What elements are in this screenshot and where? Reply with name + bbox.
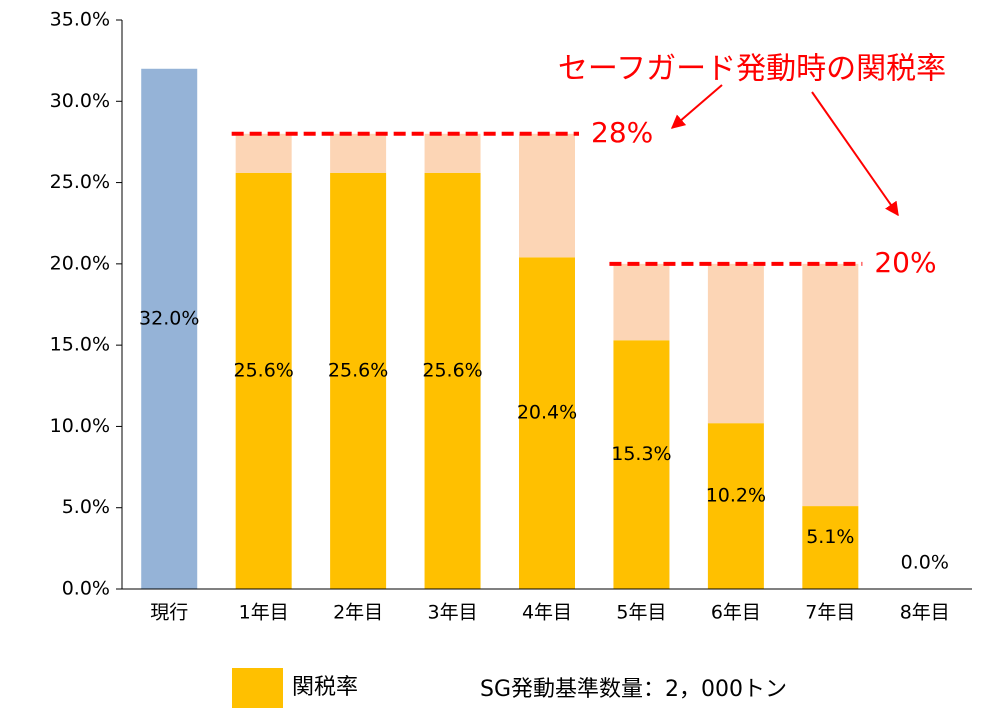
bar [519, 133, 575, 258]
x-tick-label: 1年目 [239, 602, 289, 624]
data-label: 25.6% [328, 359, 388, 381]
y-tick-label: 25.0% [50, 171, 110, 193]
data-label: 0.0% [901, 552, 949, 574]
bar [424, 133, 481, 173]
arrow [811, 91, 899, 217]
data-label: 10.2% [706, 485, 766, 507]
bar [519, 257, 575, 589]
bar [424, 172, 481, 589]
y-tick-label: 35.0% [50, 9, 110, 31]
reference-label: 20% [874, 246, 936, 279]
x-tick-label: 現行 [150, 602, 188, 624]
reference-label: 28% [591, 116, 653, 149]
x-tick-label: 2年目 [333, 602, 383, 624]
bar [235, 172, 292, 589]
x-tick-label: 5年目 [616, 602, 666, 624]
note: SG発動基準数量：2，000トン [480, 677, 787, 702]
data-label: 5.1% [806, 526, 854, 548]
bar [802, 506, 859, 589]
data-label: 25.6% [233, 359, 293, 381]
bar [613, 263, 670, 341]
bar [141, 68, 198, 590]
legend-swatch [232, 668, 283, 708]
bar [613, 340, 670, 589]
bar [707, 423, 764, 589]
y-tick-label: 15.0% [50, 334, 110, 356]
x-tick-label: 6年目 [711, 602, 761, 624]
bar [330, 133, 387, 173]
legend-label: 関税率 [292, 675, 358, 700]
y-tick-label: 10.0% [50, 415, 110, 437]
bar [235, 133, 292, 173]
x-tick-label: 4年目 [522, 602, 572, 624]
data-label: 15.3% [611, 443, 671, 465]
data-label: 25.6% [422, 359, 482, 381]
bar [802, 263, 859, 507]
y-tick-label: 5.0% [62, 496, 110, 518]
x-tick-label: 3年目 [428, 602, 478, 624]
x-tick-label: 8年目 [900, 602, 950, 624]
arrow [670, 84, 723, 129]
y-tick-label: 20.0% [50, 252, 110, 274]
annotation: セーフガード発動時の関税率 [558, 52, 946, 87]
x-tick-label: 7年目 [805, 602, 855, 624]
data-label: 20.4% [517, 402, 577, 424]
bar [330, 172, 387, 589]
bar [707, 263, 764, 424]
y-tick-label: 0.0% [62, 578, 110, 600]
data-label: 32.0% [139, 307, 199, 329]
y-tick-label: 30.0% [50, 90, 110, 112]
